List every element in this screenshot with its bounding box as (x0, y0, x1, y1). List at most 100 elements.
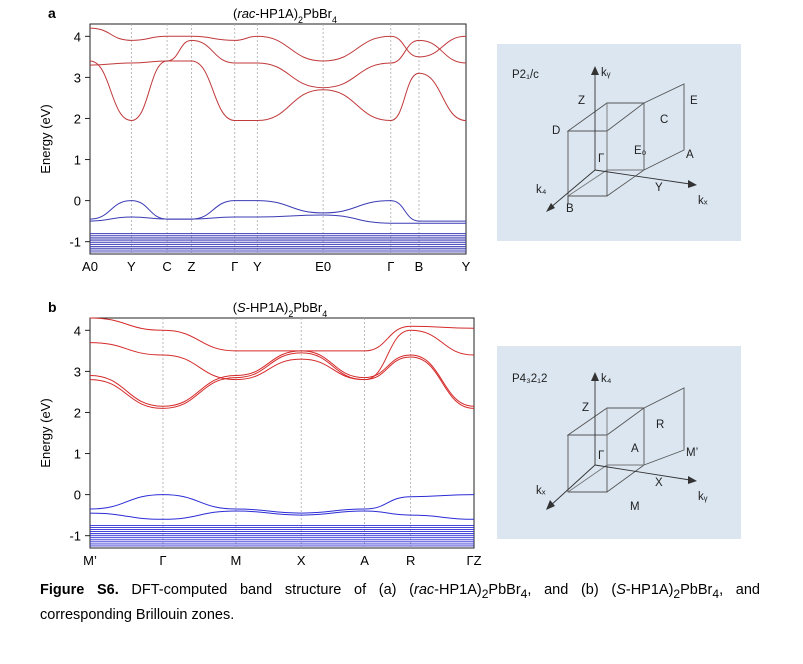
bz-label: kᵧ (601, 67, 611, 79)
bz-label: B (566, 203, 574, 215)
y-tick-label: 0 (74, 194, 81, 209)
kpoint-label: M’ (83, 553, 97, 568)
bz-label: k₄ (601, 373, 612, 385)
y-tick-label: 3 (74, 70, 81, 85)
bz-background-a (497, 44, 741, 241)
bz-group-a: P2₁/c (512, 69, 539, 81)
valence-band (89, 494, 475, 514)
caption-fragment: 2 (673, 586, 681, 601)
kpoint-label: X (297, 553, 306, 568)
brillouin-zone-a (546, 66, 697, 212)
conduction-band (89, 39, 467, 89)
caption-fragment: DFT-computed band structure of (a) ( (118, 582, 414, 598)
plot-frame (89, 317, 475, 549)
y-tick-label: 2 (74, 405, 81, 420)
y-tick-label: 0 (74, 488, 81, 503)
kpoint-label: Γ (387, 259, 394, 274)
title-fragment: PbBr (293, 300, 323, 315)
panel-letter-a: a (48, 5, 56, 21)
y-tick-label: 2 (74, 111, 81, 126)
title-fragment: 4 (322, 309, 327, 319)
y-axis-label: Energy (eV) (38, 398, 53, 467)
kpoint-label: R (406, 553, 415, 568)
title-fragment: PbBr (303, 6, 333, 21)
bz-label: k₄ (536, 184, 547, 196)
bz-label: M (630, 501, 640, 513)
caption-label: Figure S6. (40, 582, 119, 598)
title-fragment: S (237, 300, 246, 315)
y-tick-label: 1 (74, 447, 81, 462)
bz-label: kᵧ (698, 491, 708, 503)
kpoint-label: E0 (315, 259, 331, 274)
caption-fragment: 4 (712, 586, 720, 601)
kpoint-label: A (360, 553, 369, 568)
bz-label: kₓ (698, 195, 708, 207)
panel-title-a: (rac-HP1A)2PbBr4 (233, 6, 337, 25)
valence-band (89, 214, 466, 224)
bz-label: R (656, 419, 664, 431)
caption-fragment: , and corresponding Brillouin zones. (40, 582, 760, 623)
bz-label: A (686, 149, 694, 161)
title-fragment: 2 (298, 15, 303, 25)
figure-caption: Figure S6. DFT-computed band structure o… (40, 580, 760, 626)
caption-fragment: PbBr (680, 582, 713, 598)
title-fragment: 2 (288, 309, 293, 319)
caption-fragment: rac (414, 582, 435, 598)
caption-fragment: PbBr (488, 582, 521, 598)
bz-label: C (660, 114, 668, 126)
valence-band (89, 200, 466, 222)
kpoint-label: A0 (82, 259, 98, 274)
kpoint-label: Y (462, 259, 471, 274)
bz-label: kₓ (536, 485, 546, 497)
bz-group-b: P4₃2₁2 (512, 373, 547, 385)
kpoint-label: Y (127, 259, 136, 274)
y-tick-label: -1 (69, 529, 81, 544)
title-fragment: rac (237, 6, 256, 21)
bz-label: E (690, 95, 698, 107)
bz-label: Z (578, 95, 585, 107)
bz-labels-a: P2₁/c kᵧ Z E D C Γ E₀ A k₄ B Y kₓ (512, 67, 708, 215)
caption-fragment: 4 (520, 586, 528, 601)
y-tick-label: -1 (69, 235, 81, 250)
title-fragment: -HP1A) (255, 6, 298, 21)
kpoint-label: B (415, 259, 424, 274)
conduction-band (89, 350, 475, 407)
caption-fragment: , and (b) ( (527, 582, 617, 598)
y-tick-label: 3 (74, 364, 81, 379)
caption-fragment: -HP1A) (434, 582, 482, 598)
brillouin-zone-b (546, 372, 697, 510)
band-plot-b: M’ Γ M X A R ΓZ -1 0 1 2 3 4 Energy (eV) (38, 317, 482, 568)
bz-label: Γ (598, 450, 605, 462)
bz-label: A (631, 443, 639, 455)
plot-frame (89, 23, 467, 255)
conduction-band (89, 329, 475, 381)
bz-background-b (497, 346, 741, 539)
valence-band (89, 510, 475, 520)
caption-fragment: S (616, 582, 626, 598)
conduction-band (89, 317, 475, 352)
kpoint-label: C (162, 259, 171, 274)
kpoint-label: M (230, 553, 241, 568)
title-fragment: 4 (332, 15, 337, 25)
bz-label: Z (582, 402, 589, 414)
bz-label: X (655, 477, 663, 489)
kpoint-label: Z (188, 259, 196, 274)
caption-fragment: -HP1A) (625, 582, 674, 598)
panel-letter-b: b (48, 299, 57, 315)
conduction-band (89, 352, 475, 409)
bz-label: E₀ (634, 145, 647, 157)
bz-label: M’ (686, 447, 698, 459)
y-tick-label: 4 (74, 323, 81, 338)
conduction-band (89, 60, 467, 122)
caption-fragment: 2 (481, 586, 489, 601)
bz-labels-b: P4₃2₁2 k₄ Z R Γ A M’ kₓ X M kᵧ (512, 373, 708, 513)
kpoint-label: ΓZ (466, 553, 481, 568)
title-fragment: ( (233, 300, 238, 315)
caption-text: DFT-computed band structure of (a) (rac-… (40, 582, 760, 623)
y-tick-label: 1 (74, 153, 81, 168)
kpoint-label: Γ (231, 259, 238, 274)
bz-label: D (552, 125, 560, 137)
y-axis-label: Energy (eV) (38, 104, 53, 173)
